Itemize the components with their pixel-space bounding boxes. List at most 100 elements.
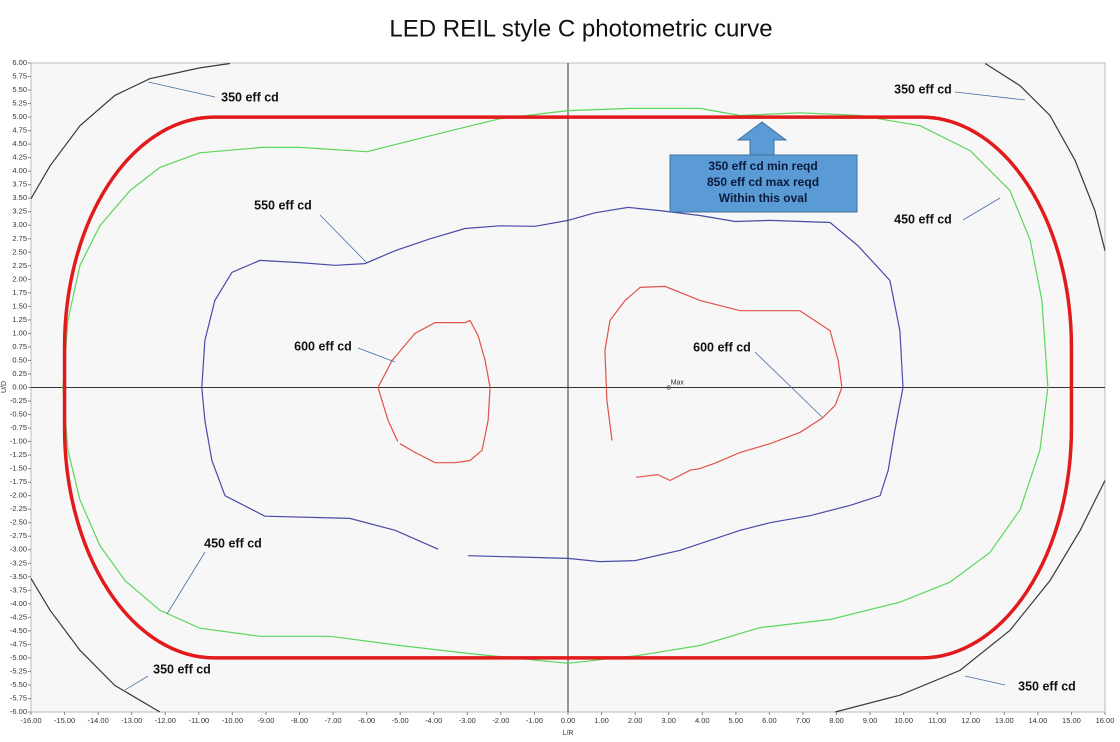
y-tick-label: 3.25: [12, 207, 27, 216]
y-tick-label: -5.25: [10, 666, 27, 675]
y-tick-label: 0.75: [12, 342, 27, 351]
leader-line: [964, 675, 1006, 686]
max-marker: [666, 385, 671, 390]
x-axis-title: L/R: [563, 730, 574, 737]
y-tick-label: -2.75: [10, 531, 27, 540]
x-tick-label: 5.00: [729, 716, 744, 725]
x-tick-label: 15.00: [1062, 716, 1081, 725]
x-tick-label: -8.00: [291, 716, 308, 725]
y-tick-label: -2.50: [10, 518, 27, 527]
x-tick-label: -6.00: [358, 716, 375, 725]
y-tick-label: -0.50: [10, 410, 27, 419]
contour-label: 450 eff cd: [894, 212, 952, 226]
x-tick-label: -9.00: [257, 716, 274, 725]
contour-label: 450 eff cd: [204, 536, 262, 550]
x-tick-label: 7.00: [796, 716, 811, 725]
leader-line: [357, 347, 396, 363]
y-tick-label: -4.25: [10, 612, 27, 621]
y-tick-label: -0.75: [10, 423, 27, 432]
y-tick-label: -5.50: [10, 680, 27, 689]
leader-line: [954, 91, 1026, 101]
y-tick-label: 5.50: [12, 85, 27, 94]
x-tick-label: -13.00: [121, 716, 142, 725]
x-tick-label: -5.00: [392, 716, 409, 725]
leader-line: [147, 81, 216, 98]
y-tick-label: -3.25: [10, 558, 27, 567]
x-tick-label: -16.00: [20, 716, 41, 725]
callout-text: Within this oval: [719, 191, 808, 205]
y-tick-label: 0.25: [12, 369, 27, 378]
y-tick-label: 4.75: [12, 126, 27, 135]
y-tick-label: 0.00: [12, 382, 27, 391]
leader-line: [962, 197, 1001, 221]
x-tick-label: -1.00: [526, 716, 543, 725]
leader-line: [166, 551, 206, 615]
y-tick-label: -2.25: [10, 504, 27, 513]
x-tick-label: -14.00: [87, 716, 108, 725]
leader-line: [319, 214, 367, 263]
leader-line: [124, 675, 149, 691]
y-tick-label: -3.50: [10, 572, 27, 581]
y-tick-label: -4.75: [10, 639, 27, 648]
x-tick-label: 2.00: [628, 716, 643, 725]
x-tick-label: 6.00: [762, 716, 777, 725]
x-tick-label: 11.00: [928, 716, 946, 725]
y-tick-label: 2.00: [12, 274, 27, 283]
contour-line: [201, 206, 904, 563]
x-tick-label: -12.00: [155, 716, 176, 725]
y-tick-label: 4.00: [12, 166, 27, 175]
callout-box: [669, 154, 858, 213]
x-tick-label: -10.00: [222, 716, 243, 725]
y-tick-label: -1.00: [10, 437, 27, 446]
y-tick-label: -2.00: [10, 491, 27, 500]
y-tick-label: -6.00: [10, 707, 27, 716]
y-tick-label: 3.75: [12, 180, 27, 189]
x-tick-label: 10.00: [894, 716, 913, 725]
contour-line: [30, 62, 1106, 713]
y-tick-label: -5.00: [10, 653, 27, 662]
contour-line: [62, 107, 1049, 664]
y-tick-label: 0.50: [12, 355, 27, 364]
y-tick-label: 3.00: [12, 220, 27, 229]
x-tick-label: -3.00: [459, 716, 476, 725]
y-tick-label: 1.25: [12, 315, 27, 324]
y-tick-label: 4.25: [12, 153, 27, 162]
y-tick-label: 5.25: [12, 99, 27, 108]
x-tick-label: 3.00: [661, 716, 676, 725]
callout-text: 850 eff cd max reqd: [707, 175, 819, 189]
y-tick-label: 5.00: [12, 112, 27, 121]
y-tick-label: 5.75: [12, 72, 27, 81]
x-tick-label: -7.00: [325, 716, 342, 725]
y-tick-label: 2.25: [12, 261, 27, 270]
y-tick-label: -5.75: [10, 693, 27, 702]
y-axis-title: U/D: [1, 381, 8, 393]
x-tick-label: -2.00: [492, 716, 509, 725]
y-tick-label: 6.00: [12, 58, 27, 67]
contour-label: 350 eff cd: [153, 662, 211, 676]
y-tick-label: -1.75: [10, 477, 27, 486]
y-tick-label: 4.50: [12, 139, 27, 148]
x-tick-label: 13.00: [995, 716, 1014, 725]
x-tick-label: -11.00: [188, 716, 209, 725]
y-tick-label: 1.75: [12, 288, 27, 297]
contour-label: 600 eff cd: [294, 339, 352, 353]
y-tick-label: -4.00: [10, 599, 27, 608]
x-tick-label: 0.00: [561, 716, 576, 725]
y-tick-label: 1.50: [12, 301, 27, 310]
y-tick-label: -4.50: [10, 626, 27, 635]
contour-label: 350 eff cd: [1018, 679, 1076, 693]
contour-line: [377, 285, 843, 482]
contour-label: 600 eff cd: [693, 340, 751, 354]
x-tick-label: 16.00: [1096, 716, 1115, 725]
y-tick-label: 2.50: [12, 247, 27, 256]
y-tick-label: -1.25: [10, 450, 27, 459]
chart-title: LED REIL style C photometric curve: [389, 15, 772, 42]
x-tick-label: -4.00: [425, 716, 442, 725]
y-tick-label: 1.00: [12, 328, 27, 337]
y-tick-label: -0.25: [10, 396, 27, 405]
y-tick-label: -3.75: [10, 585, 27, 594]
x-tick-label: -15.00: [54, 716, 75, 725]
x-tick-label: 12.00: [961, 716, 980, 725]
x-tick-label: 4.00: [695, 716, 710, 725]
